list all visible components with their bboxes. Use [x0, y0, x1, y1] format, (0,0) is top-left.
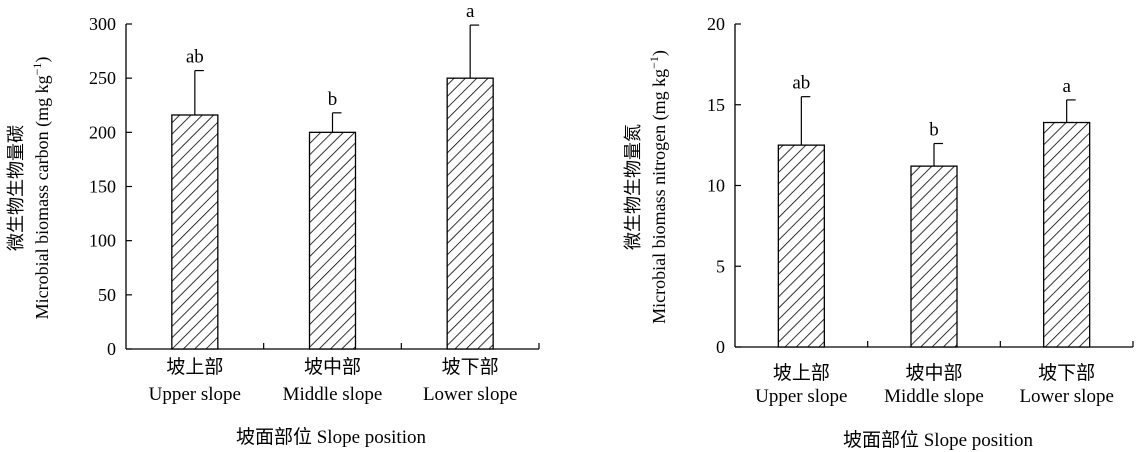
y-axis-label-nitrogen-close: ) — [649, 50, 670, 56]
category-label-cn-nitrogen-2: 坡下部 — [1038, 362, 1095, 384]
y-axis-label-carbon-close: ) — [32, 57, 53, 63]
bar-nitrogen-1 — [910, 165, 958, 348]
x-axis-label-nitrogen: 坡面部位 Slope position — [843, 429, 1034, 451]
y-tick-label-carbon-5: 250 — [89, 68, 116, 88]
significance-label-nitrogen-2: a — [1062, 76, 1071, 97]
y-axis-label-nitrogen-unit-sup: −1 — [647, 56, 661, 69]
y-tick-label-nitrogen-4: 20 — [707, 14, 725, 34]
category-label-cn-carbon-1: 坡中部 — [304, 356, 361, 378]
bar-nitrogen-0 — [777, 144, 825, 348]
y-tick-label-carbon-0: 0 — [107, 339, 116, 359]
significance-label-carbon-0: ab — [186, 47, 204, 68]
y-axis-label-carbon-en: Microbial biomass carbon (mg kg−1) — [30, 57, 53, 320]
y-tick-label-nitrogen-2: 10 — [707, 176, 725, 196]
y-axis-label-nitrogen-cn: 微生物生物量氮 — [623, 124, 643, 250]
y-tick-label-nitrogen-0: 0 — [716, 337, 725, 357]
bar-carbon-0 — [171, 114, 219, 350]
axes-carbon: 0 50 100 150 200 250 300 坡上部 Upper slope 坡中部 Middl… — [89, 14, 540, 405]
bars-carbon: ab b a — [171, 1, 494, 350]
category-label-en-nitrogen-2: Lower slope — [1019, 386, 1113, 407]
significance-label-carbon-1: b — [328, 89, 338, 110]
y-tick-label-carbon-1: 50 — [98, 285, 116, 305]
y-tick-label-carbon-2: 100 — [89, 231, 116, 251]
category-label-en-carbon-2: Lower slope — [423, 384, 517, 405]
category-label-en-nitrogen-1: Middle slope — [884, 386, 984, 407]
y-tick-label-nitrogen-3: 15 — [707, 95, 725, 115]
category-label-cn-nitrogen-1: 坡中部 — [905, 362, 962, 384]
y-axis-label-nitrogen-en-text: Microbial biomass nitrogen (mg kg — [649, 69, 670, 324]
significance-label-carbon-2: a — [466, 1, 475, 22]
category-label-en-carbon-0: Upper slope — [149, 384, 241, 405]
y-tick-label-carbon-3: 150 — [89, 177, 116, 197]
bars-nitrogen: ab b a — [777, 73, 1091, 348]
significance-label-nitrogen-0: ab — [792, 73, 810, 94]
category-label-en-carbon-1: Middle slope — [283, 384, 383, 405]
bar-nitrogen-2 — [1043, 121, 1091, 348]
bar-carbon-1 — [308, 131, 357, 350]
y-axis-label-nitrogen-en: Microbial biomass nitrogen (mg kg−1) — [647, 50, 670, 324]
category-label-cn-nitrogen-0: 坡上部 — [773, 362, 830, 384]
significance-label-nitrogen-1: b — [929, 120, 939, 141]
x-axis-label-carbon: 坡面部位 Slope position — [236, 426, 427, 448]
bar-carbon-2 — [446, 77, 494, 350]
y-tick-label-carbon-6: 300 — [89, 14, 116, 34]
y-axis-label-carbon-unit-sup: −1 — [30, 63, 44, 76]
y-tick-label-carbon-4: 200 — [89, 122, 116, 142]
chart-panel-carbon: 0 50 100 150 200 250 300 坡上部 Upper slope 坡中部 Middl… — [6, 1, 540, 448]
category-label-cn-carbon-2: 坡下部 — [442, 356, 499, 378]
y-tick-label-nitrogen-1: 5 — [716, 256, 725, 276]
category-label-en-nitrogen-0: Upper slope — [755, 386, 847, 407]
y-axis-label-carbon-en-text: Microbial biomass carbon (mg kg — [32, 75, 53, 319]
category-label-cn-carbon-0: 坡上部 — [166, 356, 223, 378]
y-axis-label-carbon-cn: 微生物生物量碳 — [6, 125, 26, 251]
